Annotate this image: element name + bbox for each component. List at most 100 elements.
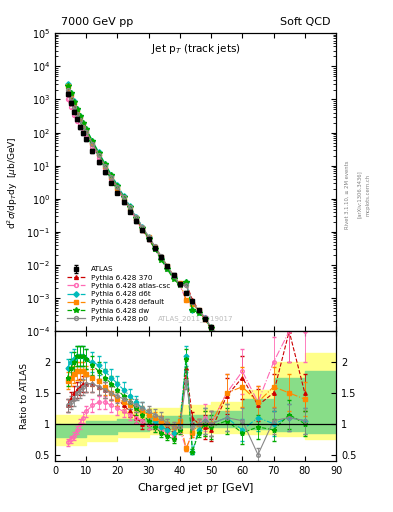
Pythia 6.428 atlas-csc	[190, 301, 195, 307]
Pythia 6.428 d6t	[103, 160, 107, 166]
Pythia 6.428 default	[202, 315, 207, 322]
Pythia 6.428 dw	[78, 113, 83, 119]
Pythia 6.428 370	[209, 326, 213, 332]
Pythia 6.428 d6t	[271, 404, 276, 411]
Pythia 6.428 atlas-csc	[303, 430, 307, 436]
Pythia 6.428 default	[134, 215, 139, 221]
Pythia 6.428 d6t	[159, 255, 163, 261]
Pythia 6.428 d6t	[75, 105, 79, 112]
Pythia 6.428 370	[303, 437, 307, 443]
Pythia 6.428 atlas-csc	[165, 266, 170, 272]
Pythia 6.428 atlas-csc	[240, 356, 245, 362]
Pythia 6.428 dw	[240, 368, 245, 374]
Pythia 6.428 default	[184, 297, 189, 303]
Pythia 6.428 d6t	[224, 344, 229, 350]
Pythia 6.428 p0	[240, 365, 245, 371]
Pythia 6.428 dw	[196, 310, 201, 316]
Line: Pythia 6.428 p0: Pythia 6.428 p0	[66, 88, 307, 447]
Pythia 6.428 370	[287, 411, 292, 417]
Pythia 6.428 atlas-csc	[115, 186, 120, 193]
Text: Soft QCD: Soft QCD	[280, 17, 331, 27]
Legend: ATLAS, Pythia 6.428 370, Pythia 6.428 atlas-csc, Pythia 6.428 d6t, Pythia 6.428 : ATLAS, Pythia 6.428 370, Pythia 6.428 at…	[64, 264, 173, 325]
Pythia 6.428 d6t	[96, 150, 101, 156]
Pythia 6.428 dw	[84, 126, 88, 132]
Pythia 6.428 default	[75, 108, 79, 114]
Pythia 6.428 atlas-csc	[171, 275, 176, 281]
Pythia 6.428 atlas-csc	[65, 96, 70, 102]
Pythia 6.428 default	[224, 339, 229, 346]
Pythia 6.428 atlas-csc	[81, 129, 86, 135]
Pythia 6.428 default	[240, 359, 245, 365]
Pythia 6.428 370	[81, 123, 86, 129]
Pythia 6.428 dw	[190, 307, 195, 313]
Pythia 6.428 d6t	[240, 367, 245, 373]
Pythia 6.428 370	[255, 381, 260, 388]
Pythia 6.428 default	[115, 185, 120, 191]
Pythia 6.428 default	[196, 307, 201, 313]
Pythia 6.428 370	[78, 117, 83, 123]
Pythia 6.428 370	[152, 245, 157, 251]
Pythia 6.428 dw	[209, 325, 213, 331]
Text: Rivet 3.1.10, ≥ 2M events: Rivet 3.1.10, ≥ 2M events	[345, 160, 350, 229]
Pythia 6.428 dw	[134, 215, 139, 221]
Text: [arXiv:1306.3436]: [arXiv:1306.3436]	[357, 170, 362, 219]
Pythia 6.428 default	[190, 301, 195, 307]
Pythia 6.428 370	[128, 206, 132, 212]
Pythia 6.428 d6t	[65, 81, 70, 88]
Pythia 6.428 p0	[224, 344, 229, 350]
Pythia 6.428 p0	[146, 233, 151, 240]
Pythia 6.428 p0	[202, 315, 207, 321]
Pythia 6.428 370	[271, 398, 276, 404]
Pythia 6.428 default	[109, 174, 114, 180]
Pythia 6.428 dw	[109, 172, 114, 178]
Pythia 6.428 default	[121, 195, 126, 201]
Pythia 6.428 dw	[140, 225, 145, 231]
Pythia 6.428 370	[190, 297, 195, 303]
Pythia 6.428 370	[140, 227, 145, 233]
Pythia 6.428 p0	[209, 325, 213, 331]
Pythia 6.428 atlas-csc	[109, 176, 114, 182]
Pythia 6.428 d6t	[146, 234, 151, 240]
Pythia 6.428 p0	[271, 403, 276, 410]
Line: Pythia 6.428 dw: Pythia 6.428 dw	[65, 83, 307, 449]
Pythia 6.428 default	[152, 244, 157, 250]
Pythia 6.428 atlas-csc	[224, 339, 229, 346]
Pythia 6.428 p0	[81, 123, 86, 130]
Pythia 6.428 d6t	[90, 138, 95, 144]
Pythia 6.428 dw	[171, 276, 176, 282]
Pythia 6.428 default	[255, 381, 260, 387]
Line: Pythia 6.428 d6t: Pythia 6.428 d6t	[66, 82, 307, 447]
Pythia 6.428 default	[171, 273, 176, 279]
Pythia 6.428 p0	[75, 111, 79, 117]
Pythia 6.428 p0	[184, 282, 189, 288]
Pythia 6.428 atlas-csc	[196, 307, 201, 313]
Pythia 6.428 default	[96, 151, 101, 157]
Pythia 6.428 dw	[202, 315, 207, 322]
Pythia 6.428 dw	[287, 422, 292, 428]
Pythia 6.428 dw	[115, 183, 120, 189]
Pythia 6.428 p0	[90, 141, 95, 147]
Pythia 6.428 p0	[140, 224, 145, 230]
Pythia 6.428 dw	[121, 194, 126, 200]
Y-axis label: Ratio to ATLAS: Ratio to ATLAS	[20, 363, 29, 429]
Pythia 6.428 dw	[103, 161, 107, 167]
Pythia 6.428 atlas-csc	[271, 394, 276, 400]
Pythia 6.428 d6t	[81, 120, 86, 126]
Pythia 6.428 atlas-csc	[128, 206, 132, 212]
Pythia 6.428 default	[90, 140, 95, 146]
Line: Pythia 6.428 atlas-csc: Pythia 6.428 atlas-csc	[66, 97, 307, 435]
Pythia 6.428 dw	[152, 246, 157, 252]
Pythia 6.428 370	[109, 174, 114, 180]
Pythia 6.428 default	[84, 128, 88, 134]
Pythia 6.428 p0	[134, 214, 139, 220]
Pythia 6.428 d6t	[109, 172, 114, 178]
Pythia 6.428 d6t	[134, 214, 139, 220]
Pythia 6.428 d6t	[121, 193, 126, 199]
Pythia 6.428 370	[96, 152, 101, 158]
Pythia 6.428 370	[75, 110, 79, 116]
Pythia 6.428 370	[72, 103, 76, 109]
Pythia 6.428 d6t	[171, 274, 176, 281]
Pythia 6.428 d6t	[303, 442, 307, 448]
Pythia 6.428 default	[303, 438, 307, 444]
Pythia 6.428 d6t	[209, 325, 213, 331]
